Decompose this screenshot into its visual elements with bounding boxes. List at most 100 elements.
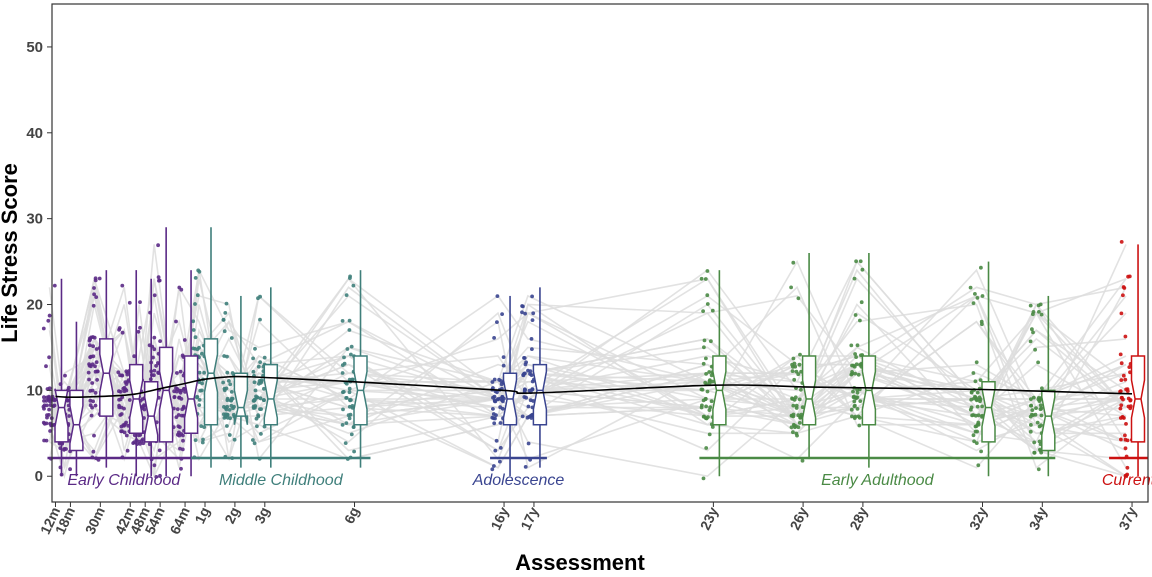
data-point: [347, 328, 352, 332]
data-point: [252, 380, 257, 385]
data-point: [1030, 408, 1035, 412]
data-point: [229, 403, 234, 408]
x-tick-label: 16y: [487, 504, 511, 532]
data-point: [348, 398, 352, 402]
data-point: [349, 432, 354, 437]
data-point: [179, 432, 184, 436]
x-tick-label: 64m: [166, 505, 192, 537]
data-point: [262, 355, 267, 360]
data-point: [259, 378, 264, 383]
data-point: [974, 398, 979, 403]
data-point: [1029, 397, 1033, 401]
data-point: [88, 403, 93, 408]
data-point: [1127, 365, 1132, 369]
data-point: [1032, 450, 1037, 455]
data-point: [1032, 440, 1037, 445]
data-point: [45, 413, 49, 418]
data-point: [222, 354, 227, 358]
data-point: [528, 398, 533, 403]
data-point: [262, 398, 266, 403]
data-point: [851, 395, 856, 400]
data-point: [854, 259, 858, 264]
x-tick-label: 37y: [1115, 504, 1139, 532]
data-point: [42, 395, 46, 400]
data-point: [140, 437, 145, 442]
data-point: [973, 292, 977, 296]
data-point: [490, 467, 495, 472]
data-point: [850, 414, 854, 419]
data-point: [979, 319, 984, 324]
data-point: [347, 318, 352, 323]
trend-line: [55, 375, 1133, 399]
data-point: [228, 416, 233, 421]
data-point: [791, 260, 796, 265]
data-point: [853, 313, 858, 317]
data-point: [853, 371, 858, 376]
data-point: [703, 277, 708, 281]
data-point: [968, 285, 973, 290]
data-point: [976, 413, 981, 418]
data-point: [181, 404, 186, 409]
data-point: [791, 403, 796, 408]
data-point: [340, 319, 345, 323]
data-point: [854, 355, 858, 359]
data-point: [175, 407, 180, 411]
data-point: [707, 408, 712, 412]
data-point: [123, 387, 128, 392]
data-point: [793, 395, 798, 400]
data-point: [857, 423, 862, 428]
data-point: [1120, 415, 1125, 419]
data-point: [119, 424, 124, 429]
data-point: [202, 370, 207, 375]
data-point: [796, 413, 801, 418]
box-body: [183, 355, 199, 435]
data-point: [117, 389, 121, 394]
data-point: [857, 415, 862, 420]
data-point: [797, 421, 802, 425]
data-point: [858, 399, 863, 403]
box-body: [54, 388, 69, 443]
data-point: [87, 377, 91, 382]
data-point: [342, 361, 347, 366]
x-tick-label: 17y: [517, 504, 541, 532]
box-body: [263, 363, 279, 426]
data-point: [524, 360, 528, 365]
data-point: [969, 405, 974, 410]
data-point: [195, 394, 200, 399]
data-point: [152, 368, 157, 373]
data-point: [526, 441, 531, 446]
data-point: [705, 269, 710, 273]
data-point: [258, 317, 262, 322]
data-point: [500, 312, 504, 316]
data-point: [975, 404, 980, 409]
data-point: [705, 302, 710, 306]
data-point: [800, 405, 805, 410]
y-tick-label: 20: [26, 297, 43, 314]
data-point: [790, 362, 794, 367]
data-point: [492, 377, 497, 382]
data-point: [199, 424, 204, 428]
data-point: [193, 302, 197, 306]
data-point: [44, 421, 49, 426]
data-point: [136, 329, 141, 334]
data-point: [974, 424, 979, 428]
data-point: [707, 370, 712, 374]
data-point: [1036, 360, 1040, 365]
data-point: [701, 476, 706, 481]
data-point: [151, 355, 155, 360]
data-point: [230, 371, 235, 375]
period-label: Early Adulthood: [821, 472, 934, 489]
data-point: [794, 424, 798, 428]
data-point: [343, 441, 348, 445]
data-point: [178, 369, 183, 374]
period-label: Middle Childhood: [219, 472, 344, 489]
data-point: [1127, 274, 1132, 279]
data-point: [498, 459, 502, 464]
data-point: [1123, 433, 1127, 438]
data-point: [340, 371, 345, 375]
data-point: [229, 390, 234, 394]
data-point: [229, 398, 234, 403]
data-point: [501, 363, 506, 368]
data-point: [124, 382, 129, 386]
data-point: [973, 413, 978, 418]
